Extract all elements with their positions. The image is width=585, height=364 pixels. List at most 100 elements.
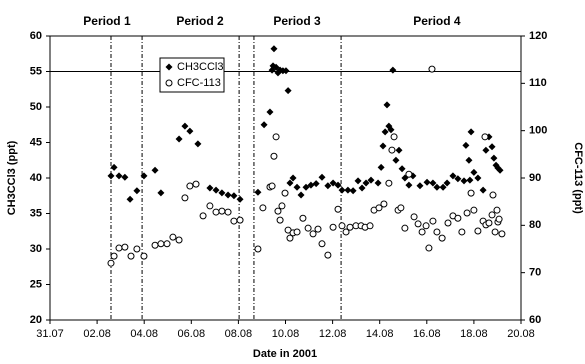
- diamond-marker: [254, 188, 262, 196]
- circle-marker: [199, 212, 207, 220]
- diamond-marker: [465, 156, 473, 164]
- diamond-marker: [133, 187, 141, 195]
- legend-label: CFC-113: [177, 77, 221, 89]
- circle-marker: [110, 252, 118, 260]
- x-tick-label: 31.07: [36, 328, 64, 340]
- diamond-marker: [374, 179, 382, 187]
- period-label: Period 2: [176, 14, 224, 28]
- diamond-marker: [389, 66, 397, 74]
- diamond-marker: [126, 195, 134, 203]
- diamond-marker: [454, 175, 462, 183]
- circle-marker: [388, 146, 396, 154]
- diamond-marker: [115, 172, 123, 180]
- circle-marker: [230, 217, 238, 225]
- circle-marker: [259, 204, 267, 212]
- diamond-marker: [381, 128, 389, 136]
- circle-marker: [151, 241, 159, 249]
- y2-axis-title: CFC-113 (ppt): [572, 142, 584, 214]
- diamond-marker: [466, 176, 474, 184]
- diamond-marker: [358, 184, 366, 192]
- diamond-marker: [266, 108, 274, 116]
- diamond-marker: [467, 128, 475, 136]
- diamond-marker: [470, 168, 478, 176]
- x-tick-label: 08.08: [225, 328, 253, 340]
- circle-marker: [429, 217, 437, 225]
- y-tick-label: 40: [30, 172, 42, 184]
- diamond-marker: [405, 181, 413, 189]
- circle-marker: [175, 236, 183, 244]
- circle-marker: [212, 208, 220, 216]
- x-tick-label: 04.08: [130, 328, 158, 340]
- plot-frame: [49, 35, 522, 321]
- period-label: Period 1: [83, 14, 131, 28]
- y-tick-label: 20: [30, 314, 42, 326]
- diamond-marker: [479, 186, 487, 194]
- diamond-marker: [398, 165, 406, 173]
- circle-marker: [375, 204, 383, 212]
- circle-marker: [493, 206, 501, 214]
- circle-marker: [410, 213, 418, 221]
- circle-marker: [397, 204, 405, 212]
- diamond-marker: [395, 146, 403, 154]
- diamond-marker: [286, 179, 294, 187]
- diamond-marker: [121, 173, 129, 181]
- circle-marker: [224, 208, 232, 216]
- x-tick-label: 14.08: [366, 328, 394, 340]
- circle-marker: [293, 228, 301, 236]
- circle-marker: [206, 202, 214, 210]
- diamond-marker: [236, 195, 244, 203]
- diamond-marker: [349, 187, 357, 195]
- circle-marker: [268, 182, 276, 190]
- y-tick-label: 30: [30, 243, 42, 255]
- diamond-marker: [379, 142, 387, 150]
- diamond-marker: [151, 166, 159, 174]
- diamond-marker: [383, 101, 391, 109]
- diamond-marker: [392, 156, 400, 164]
- circle-marker: [481, 133, 489, 141]
- y-tick-label: 35: [30, 207, 42, 219]
- diamond-marker: [289, 174, 297, 182]
- circle-marker: [405, 170, 413, 178]
- circle-marker: [107, 259, 115, 267]
- diamond-marker: [482, 146, 490, 154]
- circle-marker: [186, 182, 194, 190]
- circle-marker: [485, 219, 493, 227]
- circle-marker: [304, 224, 312, 232]
- diamond-marker: [157, 189, 165, 197]
- circle-marker: [272, 133, 280, 141]
- circle-marker: [236, 216, 244, 224]
- y-tick-label: 25: [30, 278, 42, 290]
- circle-marker: [324, 251, 332, 259]
- diamond-marker: [490, 154, 498, 162]
- circle-marker: [342, 228, 350, 236]
- circle-marker: [133, 245, 141, 253]
- circle-marker: [286, 234, 294, 242]
- diamond-marker: [224, 191, 232, 199]
- circle-marker: [278, 202, 286, 210]
- circle-marker: [470, 206, 478, 214]
- circle-marker: [390, 133, 398, 141]
- diamond-marker: [312, 180, 320, 188]
- diamond-marker: [140, 172, 148, 180]
- circle-marker: [454, 214, 462, 222]
- diamond-marker: [462, 141, 470, 149]
- diamond-marker: [362, 179, 370, 187]
- diamond-marker: [186, 127, 194, 135]
- diamond-marker: [230, 192, 238, 200]
- diamond-marker: [260, 121, 268, 129]
- diamond-marker: [344, 186, 352, 194]
- circle-marker: [425, 244, 433, 252]
- circle-marker: [495, 215, 503, 223]
- x-axis-title: Date in 2001: [253, 348, 317, 360]
- x-tick-label: 02.08: [83, 328, 111, 340]
- y2-tick-label: 110: [529, 77, 547, 89]
- circle-marker: [281, 189, 289, 197]
- circle-marker: [192, 180, 200, 188]
- period-label: Period 4: [413, 14, 461, 28]
- y-tick-label: 45: [30, 136, 42, 148]
- circle-marker: [127, 252, 135, 260]
- diamond-marker: [324, 182, 332, 190]
- y2-tick-label: 120: [529, 30, 547, 42]
- diamond-marker: [212, 186, 220, 194]
